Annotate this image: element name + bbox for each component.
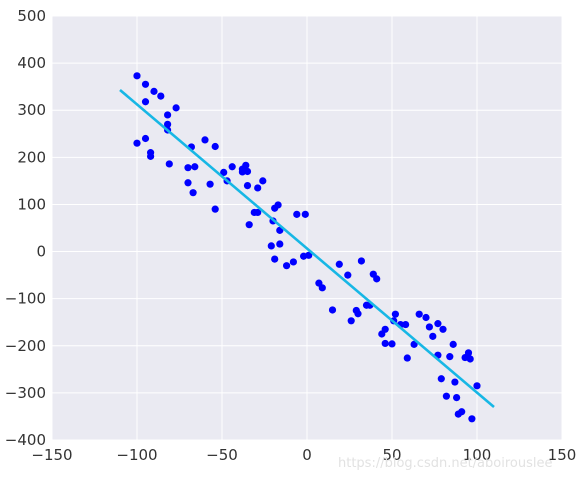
data-point (289, 258, 297, 266)
data-point (191, 163, 199, 171)
data-point (164, 111, 172, 119)
data-point (344, 271, 352, 279)
x-tick-label: −100 (116, 446, 157, 464)
watermark-text: https://blog.csdn.net/aboirouslee (338, 456, 553, 471)
data-point (133, 72, 141, 80)
y-tick-label: −300 (5, 384, 46, 402)
data-point (164, 120, 172, 128)
data-point (403, 354, 411, 362)
data-point (425, 323, 433, 331)
data-point (242, 161, 250, 169)
data-point (357, 257, 365, 265)
y-tick-label: 200 (17, 148, 46, 166)
y-tick-label: 500 (17, 7, 46, 25)
data-point (354, 310, 362, 318)
data-point (220, 168, 228, 177)
data-point (449, 340, 457, 348)
data-point (211, 205, 219, 213)
data-point (439, 325, 447, 333)
data-point (243, 182, 252, 190)
x-tick-label: −150 (31, 446, 72, 464)
y-tick-label: 300 (17, 101, 46, 119)
data-point (206, 180, 214, 188)
data-point (402, 320, 410, 329)
data-point (254, 184, 262, 192)
data-point (318, 284, 326, 292)
y-tick-label: 100 (17, 195, 46, 213)
data-point (473, 382, 481, 390)
data-point (141, 80, 150, 88)
data-point (147, 152, 155, 160)
data-point (184, 164, 192, 172)
data-point (184, 179, 192, 187)
data-point (410, 340, 418, 348)
data-point (328, 306, 337, 314)
data-point (274, 201, 282, 209)
data-point (150, 87, 158, 95)
y-tick-label: −400 (5, 431, 46, 449)
data-point (157, 92, 165, 100)
data-point (243, 167, 252, 176)
data-point (388, 340, 396, 348)
data-point (201, 136, 209, 144)
y-tick-label: −100 (5, 290, 46, 308)
data-point (451, 378, 459, 386)
data-point (466, 355, 474, 363)
data-point (228, 163, 236, 171)
data-point (464, 349, 473, 357)
data-point (283, 262, 291, 270)
data-point (254, 208, 262, 217)
data-point (141, 98, 150, 106)
data-point (446, 353, 454, 361)
data-point (305, 251, 313, 259)
data-point (141, 134, 150, 143)
data-point (391, 310, 399, 318)
x-tick-labels: −150 −100 −50 0 50 100 150 (31, 446, 576, 464)
data-point (429, 332, 437, 340)
data-point (434, 320, 442, 328)
data-point (381, 325, 389, 333)
x-tick-label: 150 (548, 446, 577, 464)
y-tick-labels: −400 −300 −200 −100 0 100 200 300 400 500 (5, 7, 46, 449)
x-tick-label: −50 (206, 446, 238, 464)
data-point (381, 339, 389, 348)
data-point (211, 142, 219, 151)
data-point (373, 275, 381, 283)
data-point (347, 317, 355, 325)
x-tick-label: 100 (463, 446, 492, 464)
data-point (293, 210, 301, 218)
data-point (422, 313, 430, 322)
data-point (267, 242, 275, 250)
x-tick-label: 50 (382, 446, 401, 464)
data-point (276, 240, 284, 248)
y-tick-label: 0 (36, 243, 46, 261)
data-point (415, 310, 423, 318)
data-point (453, 394, 461, 402)
fit-line (119, 88, 495, 409)
data-point (189, 189, 197, 197)
data-point (468, 415, 476, 423)
data-point (301, 210, 309, 218)
data-point (437, 375, 445, 383)
data-point (259, 177, 267, 185)
x-tick-label: 0 (302, 446, 312, 464)
data-point (133, 139, 141, 147)
fit-line-group (119, 88, 495, 409)
data-point (165, 160, 173, 168)
y-tick-label: 400 (17, 54, 46, 72)
data-point (335, 260, 343, 268)
data-point (458, 408, 466, 416)
data-point (442, 392, 450, 400)
data-point (245, 221, 253, 229)
data-point (271, 255, 279, 263)
y-tick-label: −200 (5, 337, 46, 355)
grid-lines (51, 15, 563, 441)
data-point (172, 104, 180, 112)
